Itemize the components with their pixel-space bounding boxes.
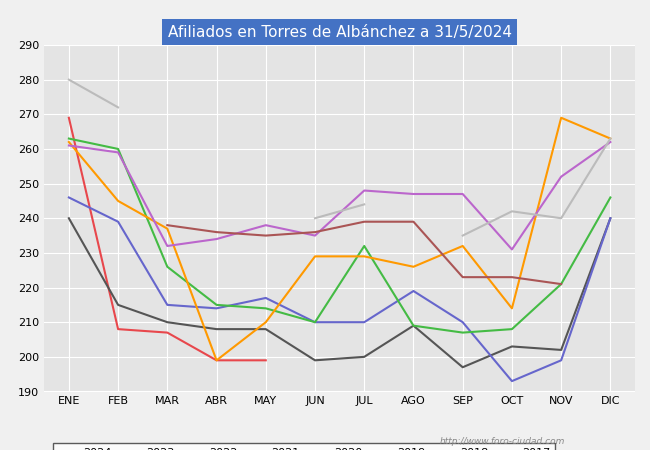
Line: 2020: 2020 [69,118,610,360]
2021 [311,320,319,325]
2024 [163,330,171,335]
Legend: 2024, 2023, 2022, 2021, 2020, 2019, 2018, 2017: 2024, 2023, 2022, 2021, 2020, 2019, 2018… [53,443,555,450]
2020 [65,140,73,145]
2018 [311,230,319,235]
2018 [459,274,467,280]
2017 [65,77,73,82]
2024 [213,358,220,363]
2020 [114,198,122,204]
2022 [311,320,319,325]
2020 [459,243,467,249]
2019 [360,188,368,193]
2018 [262,233,270,238]
2023 [360,354,368,360]
2019 [114,150,122,155]
2018 [213,230,220,235]
2018 [557,281,565,287]
2019 [606,140,614,145]
2023 [114,302,122,308]
2023 [606,216,614,221]
2022 [65,195,73,200]
2018 [163,222,171,228]
2021 [557,281,565,287]
2022 [606,216,614,221]
2021 [114,146,122,152]
2023 [557,347,565,353]
2019 [459,191,467,197]
2023 [163,320,171,325]
2021 [508,326,516,332]
Line: 2024: 2024 [69,118,266,360]
2021 [213,302,220,308]
2019 [213,236,220,242]
2020 [163,226,171,231]
2021 [262,306,270,311]
2023 [262,326,270,332]
2021 [606,195,614,200]
2020 [606,136,614,141]
2019 [65,143,73,148]
2020 [410,264,417,270]
2017 [114,105,122,110]
Line: 2018: 2018 [167,222,561,284]
2020 [262,320,270,325]
2024 [262,358,270,363]
2020 [311,254,319,259]
2019 [410,191,417,197]
2022 [459,320,467,325]
2021 [410,323,417,328]
2019 [163,243,171,249]
2022 [213,306,220,311]
2018 [508,274,516,280]
2019 [508,247,516,252]
2021 [65,136,73,141]
2019 [311,233,319,238]
2023 [508,344,516,349]
2022 [163,302,171,308]
Line: 2023: 2023 [69,218,610,367]
Text: http://www.foro-ciudad.com: http://www.foro-ciudad.com [440,436,566,446]
Line: 2017: 2017 [69,80,118,108]
Line: 2021: 2021 [69,139,610,333]
2021 [459,330,467,335]
2021 [360,243,368,249]
2023 [65,216,73,221]
2023 [410,323,417,328]
2020 [360,254,368,259]
2021 [163,264,171,270]
2018 [360,219,368,225]
2019 [557,174,565,180]
2022 [557,358,565,363]
2022 [114,219,122,225]
2022 [262,295,270,301]
2023 [213,326,220,332]
2022 [410,288,417,294]
2023 [459,364,467,370]
2018 [410,219,417,225]
2020 [508,306,516,311]
2023 [311,358,319,363]
2020 [213,358,220,363]
2022 [360,320,368,325]
Line: 2022: 2022 [69,198,610,381]
2024 [114,326,122,332]
2024 [65,115,73,121]
2020 [557,115,565,121]
2019 [262,222,270,228]
Line: 2019: 2019 [69,142,610,249]
2022 [508,378,516,384]
Title: Afiliados en Torres de Albánchez a 31/5/2024: Afiliados en Torres de Albánchez a 31/5/… [168,25,512,40]
